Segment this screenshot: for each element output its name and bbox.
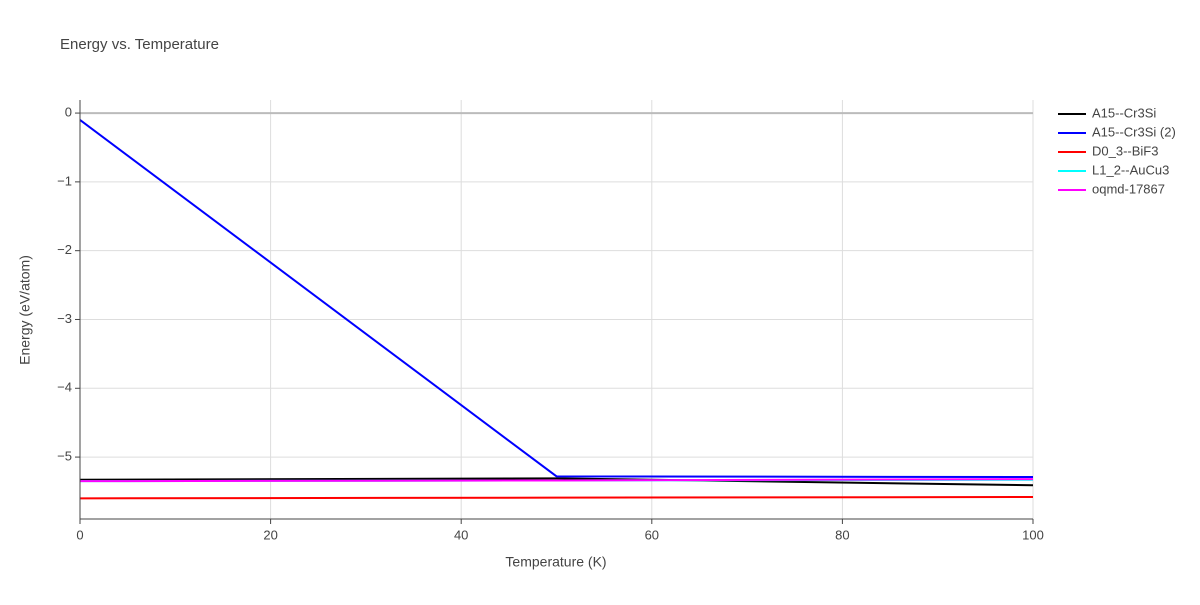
y-tick-label: −4 xyxy=(57,380,72,395)
legend-label: A15--Cr3Si (2) xyxy=(1092,124,1176,139)
y-axis-label: Energy (eV/atom) xyxy=(17,255,33,365)
y-tick-label: 0 xyxy=(65,105,72,120)
x-tick-label: 80 xyxy=(835,527,849,542)
x-tick-label: 20 xyxy=(263,527,277,542)
series-line xyxy=(79,478,1034,483)
y-tick-label: −1 xyxy=(57,173,72,188)
legend-label: L1_2--AuCu3 xyxy=(1092,162,1169,177)
grid xyxy=(79,100,1034,519)
x-tick-label: 100 xyxy=(1022,527,1044,542)
legend-label: A15--Cr3Si xyxy=(1092,105,1156,120)
x-axis-label: Temperature (K) xyxy=(505,554,606,570)
plot xyxy=(79,119,1034,500)
series-line xyxy=(79,495,1034,500)
x-tick-label: 0 xyxy=(76,527,83,542)
x-tick-label: 40 xyxy=(454,527,468,542)
x-tick-label: 60 xyxy=(645,527,659,542)
y-tick-label: −5 xyxy=(57,449,72,464)
legend-label: oqmd-17867 xyxy=(1092,181,1165,196)
y-tick-label: −2 xyxy=(57,242,72,257)
chart-title: Energy vs. Temperature xyxy=(60,36,219,53)
legend-label: D0_3--BiF3 xyxy=(1092,143,1158,158)
series-line xyxy=(79,119,1034,479)
y-tick-label: −3 xyxy=(57,311,72,326)
series-line xyxy=(79,477,1034,487)
